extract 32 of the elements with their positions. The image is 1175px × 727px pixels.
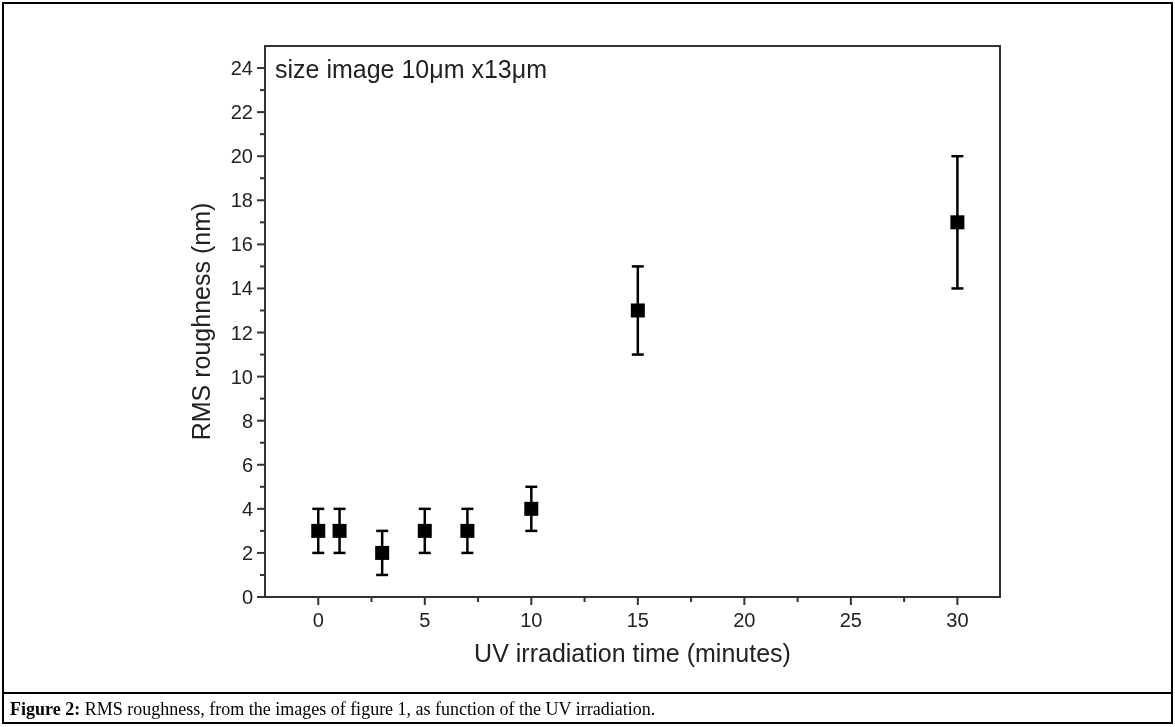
x-tick-label: 25 <box>839 609 862 631</box>
point <box>630 303 645 318</box>
y-tick-label: 8 <box>241 409 253 432</box>
y-tick-label: 18 <box>230 189 253 212</box>
x-tick-label: 30 <box>946 609 969 631</box>
y-axis-title: RMS roughness (nm) <box>187 202 215 441</box>
y-tick-label: 10 <box>230 365 253 388</box>
y-tick-label: 16 <box>230 233 253 256</box>
y-tick-label: 6 <box>241 453 253 476</box>
y-tick-label: 24 <box>230 57 253 80</box>
y-tick-label: 4 <box>241 497 253 520</box>
y-tick-label: 22 <box>230 101 253 124</box>
x-tick-label: 10 <box>520 609 543 631</box>
annotation: size image 10μm x13μm <box>275 55 547 83</box>
x-tick-label: 5 <box>419 609 431 631</box>
x-axis-title: UV irradiation time (minutes) <box>474 639 791 667</box>
x-tick-label: 15 <box>626 609 649 631</box>
point <box>311 523 326 538</box>
point <box>460 523 475 538</box>
caption: Figure 2: RMS roughness, from the images of figure 1, as function of the UV irradiation. <box>10 699 656 719</box>
x-tick-label: 0 <box>312 609 324 631</box>
y-tick-label: 2 <box>241 541 253 564</box>
point <box>375 545 390 560</box>
x-tick-label: 20 <box>733 609 756 631</box>
point <box>332 523 347 538</box>
point <box>524 501 539 516</box>
y-tick-label: 12 <box>230 321 253 344</box>
point <box>417 523 432 538</box>
point <box>950 215 965 230</box>
y-tick-label: 20 <box>230 145 253 168</box>
y-tick-label: 14 <box>230 277 253 300</box>
y-tick-label: 0 <box>241 586 253 608</box>
